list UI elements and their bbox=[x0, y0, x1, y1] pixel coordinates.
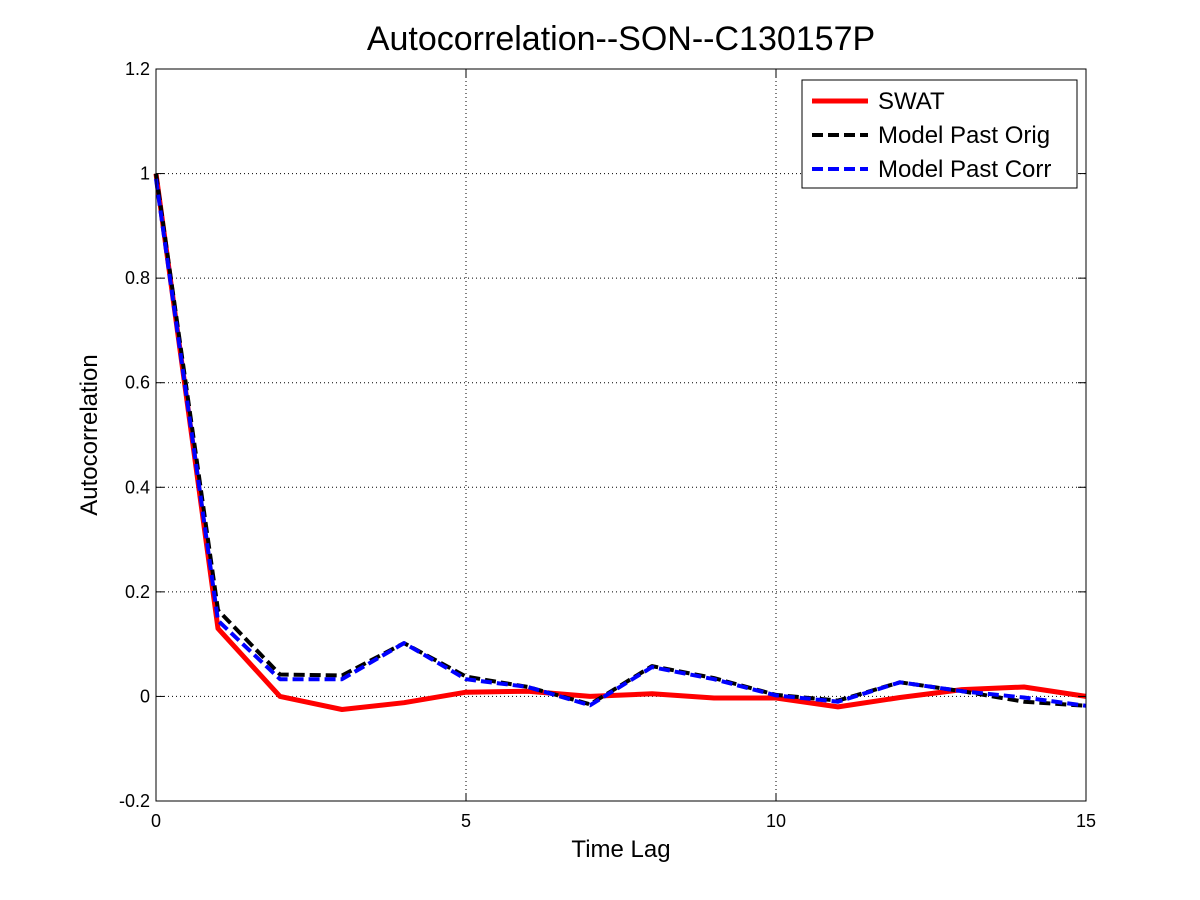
legend-label: Model Past Corr bbox=[878, 156, 1051, 183]
legend-label: SWAT bbox=[878, 88, 945, 115]
y-tick-label: 1.2 bbox=[125, 59, 150, 79]
tick-layer: 0 5 10 15-0.200.20.40.60.811.2 bbox=[119, 59, 1096, 831]
y-tick-label: 0.8 bbox=[125, 268, 150, 288]
y-tick-label: -0.2 bbox=[119, 791, 150, 811]
y-tick-label: 0.4 bbox=[125, 477, 150, 497]
x-tick-label: 15 bbox=[1076, 811, 1096, 831]
y-tick-label: 0.2 bbox=[125, 582, 150, 602]
legend-label: Model Past Orig bbox=[878, 122, 1050, 149]
x-tick-label: 0 bbox=[151, 811, 161, 831]
plot-frame bbox=[155, 68, 1087, 802]
series-line-swat bbox=[153, 173, 1087, 712]
x-tick-label: 5 bbox=[461, 811, 471, 831]
y-tick-label: 0 bbox=[140, 686, 150, 706]
y-axis-label: Autocorrelation bbox=[76, 354, 103, 515]
chart-title: Autocorrelation--SON--C130157P bbox=[367, 20, 875, 58]
x-tick-label: 10 bbox=[766, 811, 786, 831]
legend: SWAT Model Past Orig Model Past Corr bbox=[801, 79, 1078, 189]
x-axis-label: Time Lag bbox=[571, 836, 670, 863]
y-tick-label: 1 bbox=[140, 164, 150, 184]
series-line-model-past-corr bbox=[154, 178, 1087, 708]
y-tick-label: 0.6 bbox=[125, 373, 150, 393]
series-layer bbox=[153, 173, 1087, 712]
